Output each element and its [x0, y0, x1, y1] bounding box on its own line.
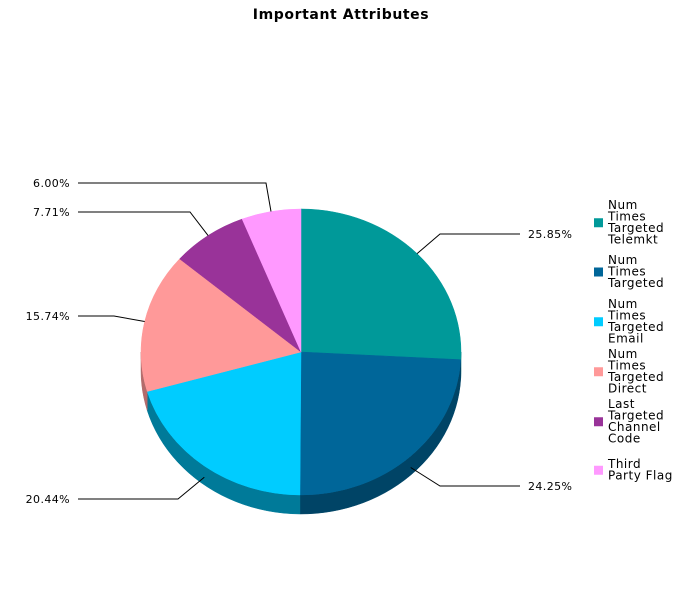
legend-swatch-0 — [594, 218, 603, 228]
value-label-4: 7.71% — [33, 206, 70, 219]
legend-swatch-5 — [594, 465, 603, 475]
legend-swatch-4 — [594, 417, 603, 427]
leader-lines — [78, 182, 520, 500]
leader-line-0 — [416, 233, 520, 254]
value-label-0: 25.85% — [528, 228, 572, 241]
leader-line-2 — [78, 476, 205, 500]
legend-swatch-1 — [594, 267, 603, 277]
legend-label-2: Num Times Targeted Email — [607, 297, 664, 346]
legend: Num Times Targeted Telemkt Num Times Targeted N… — [594, 198, 673, 483]
leader-line-1 — [410, 467, 520, 487]
value-label-5: 6.00% — [33, 177, 70, 190]
legend-label-5: Third Party Flag — [607, 457, 673, 483]
legend-label-1: Num Times Targeted — [607, 253, 664, 290]
leader-line-3 — [78, 315, 145, 322]
leader-line-5 — [78, 182, 272, 212]
legend-label-4: Last Targeted Channel Code — [607, 397, 664, 446]
legend-entry-3: Num Times Targeted Direct — [594, 347, 664, 396]
legend-entry-0: Num Times Targeted Telemkt — [594, 198, 664, 247]
legend-label-3: Num Times Targeted Direct — [607, 347, 664, 396]
legend-label-0: Num Times Targeted Telemkt — [607, 198, 664, 247]
legend-swatch-3 — [594, 367, 603, 377]
legend-entry-5: Third Party Flag — [594, 457, 673, 483]
value-label-3: 15.74% — [26, 310, 70, 323]
legend-swatch-2 — [594, 317, 603, 327]
legend-entry-2: Num Times Targeted Email — [594, 297, 664, 346]
legend-entry-4: Last Targeted Channel Code — [594, 397, 664, 446]
legend-entry-1: Num Times Targeted — [594, 253, 664, 290]
pie-slice-1 — [299, 351, 462, 496]
value-labels: 25.85% 24.25% 20.44% 15.74% 7.71% 6.00% — [26, 177, 572, 506]
pie-slice-2 — [146, 351, 302, 496]
value-label-1: 24.25% — [528, 480, 572, 493]
pie-slices — [140, 208, 462, 496]
pie-slice-0 — [300, 208, 462, 360]
pie-slice-5 — [241, 208, 302, 353]
chart-title: Important Attributes — [252, 7, 430, 23]
leader-line-4 — [78, 211, 209, 236]
value-label-2: 20.44% — [26, 493, 70, 506]
